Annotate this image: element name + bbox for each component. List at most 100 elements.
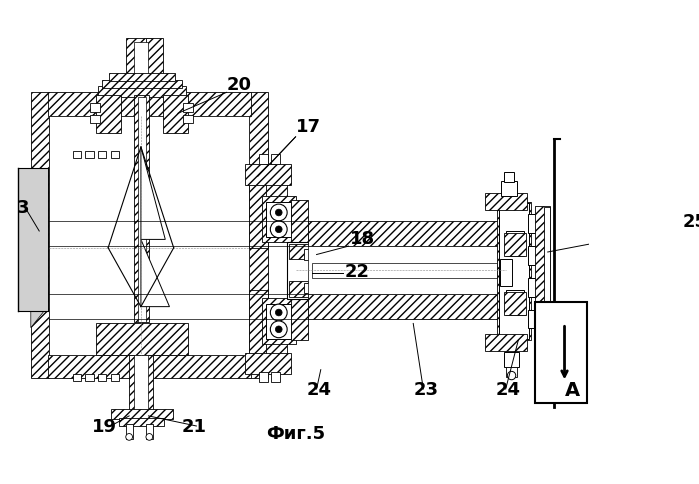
Bar — [89, 116, 100, 124]
Bar — [250, 181, 268, 248]
Bar — [312, 263, 497, 278]
Polygon shape — [31, 173, 48, 236]
Circle shape — [126, 434, 133, 440]
Bar — [245, 165, 291, 185]
Bar — [529, 247, 545, 265]
Bar — [528, 215, 546, 233]
Circle shape — [275, 227, 282, 233]
Bar — [266, 304, 291, 340]
Bar — [308, 247, 500, 294]
Circle shape — [271, 222, 287, 238]
Bar — [500, 259, 512, 286]
Circle shape — [275, 210, 282, 216]
Bar — [259, 154, 268, 165]
Bar — [73, 374, 81, 381]
Bar — [250, 93, 268, 378]
Bar — [535, 303, 587, 404]
Bar — [262, 197, 296, 242]
Bar — [262, 299, 296, 345]
Bar — [96, 324, 188, 356]
Bar — [504, 352, 519, 367]
Bar — [126, 424, 133, 439]
Bar — [535, 206, 550, 341]
Bar — [289, 282, 310, 297]
Text: Фиг.5: Фиг.5 — [266, 424, 325, 442]
Bar — [528, 247, 546, 265]
Bar — [110, 152, 119, 159]
Text: 24: 24 — [496, 380, 521, 398]
Text: 20: 20 — [226, 76, 252, 94]
Bar — [109, 74, 175, 82]
Bar — [134, 96, 150, 322]
Circle shape — [275, 326, 282, 333]
Circle shape — [271, 205, 287, 222]
Bar — [497, 202, 531, 341]
Bar — [18, 168, 48, 311]
Bar — [119, 418, 164, 426]
Polygon shape — [141, 148, 165, 240]
Bar — [146, 424, 152, 439]
Circle shape — [146, 434, 152, 440]
Bar — [266, 336, 287, 362]
Text: 25: 25 — [682, 212, 699, 230]
Bar — [48, 355, 251, 378]
Bar — [138, 97, 146, 322]
Bar — [110, 374, 119, 381]
Bar — [259, 372, 268, 382]
Bar — [134, 356, 147, 416]
Bar — [129, 356, 152, 414]
Bar — [110, 409, 173, 420]
Bar — [271, 372, 280, 382]
Circle shape — [271, 304, 287, 321]
Text: 23: 23 — [413, 380, 438, 398]
Bar — [291, 200, 308, 251]
Text: 3: 3 — [17, 199, 29, 217]
Bar — [304, 250, 319, 260]
Bar — [73, 152, 81, 159]
Bar — [529, 310, 545, 329]
Bar — [544, 208, 550, 339]
Bar — [183, 116, 193, 124]
Bar — [250, 290, 268, 357]
Bar — [484, 334, 526, 351]
Bar — [134, 43, 147, 93]
Bar — [499, 204, 529, 339]
Bar — [528, 278, 546, 297]
Text: 19: 19 — [92, 417, 117, 435]
Polygon shape — [141, 240, 169, 307]
Bar — [126, 39, 151, 93]
Text: 22: 22 — [345, 263, 369, 281]
Bar — [183, 104, 193, 112]
Bar — [98, 87, 187, 97]
Bar — [266, 202, 291, 237]
Circle shape — [275, 310, 282, 316]
Bar — [102, 80, 182, 89]
Bar — [504, 173, 514, 183]
Bar — [85, 152, 94, 159]
Circle shape — [271, 321, 287, 338]
Bar — [505, 290, 524, 316]
Bar — [484, 194, 526, 211]
Bar — [266, 177, 287, 202]
Bar — [291, 292, 308, 341]
Bar — [304, 284, 319, 294]
Bar — [308, 222, 500, 247]
Bar — [98, 152, 106, 159]
Bar — [85, 374, 94, 381]
Bar — [529, 215, 545, 233]
Bar — [505, 231, 524, 257]
Bar — [504, 233, 526, 257]
Bar — [501, 181, 517, 197]
Bar — [89, 104, 100, 112]
Bar — [529, 278, 545, 297]
Bar — [271, 154, 280, 165]
Bar — [48, 93, 251, 117]
Bar — [505, 367, 517, 378]
Bar — [287, 242, 312, 300]
Bar — [308, 294, 500, 319]
Bar — [245, 353, 291, 374]
Text: 21: 21 — [182, 417, 207, 435]
Bar — [163, 96, 188, 134]
Bar — [98, 374, 106, 381]
Bar — [289, 244, 310, 259]
